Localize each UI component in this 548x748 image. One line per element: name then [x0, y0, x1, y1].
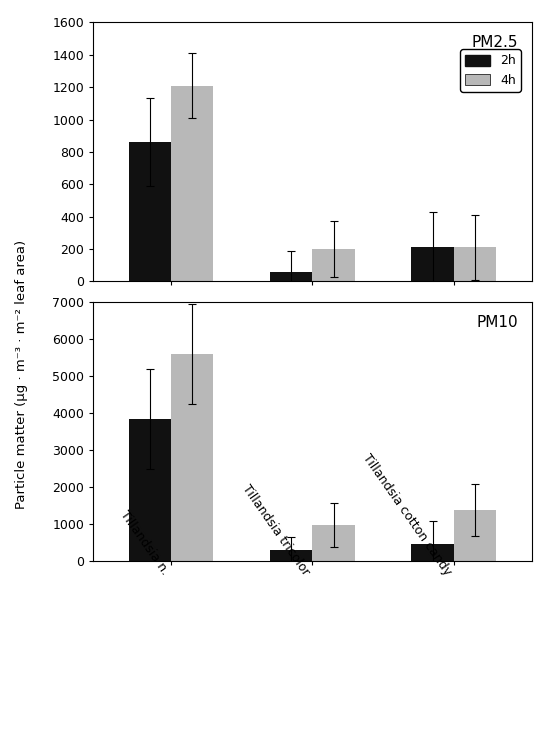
Bar: [312, 525, 355, 561]
Bar: [454, 510, 496, 561]
Text: PM10: PM10: [477, 315, 518, 330]
Bar: [312, 249, 355, 281]
Bar: [129, 142, 171, 281]
Bar: [270, 272, 312, 281]
Bar: [129, 419, 171, 561]
Bar: [412, 248, 454, 281]
Legend: 2h, 4h: 2h, 4h: [460, 49, 521, 92]
Bar: [171, 354, 213, 561]
Bar: [171, 85, 213, 281]
Bar: [412, 544, 454, 561]
Bar: [454, 248, 496, 281]
Bar: [270, 551, 312, 561]
Text: Particle matter (μg · m⁻³ · m⁻² leaf area): Particle matter (μg · m⁻³ · m⁻² leaf are…: [15, 239, 28, 509]
Text: PM2.5: PM2.5: [472, 35, 518, 50]
